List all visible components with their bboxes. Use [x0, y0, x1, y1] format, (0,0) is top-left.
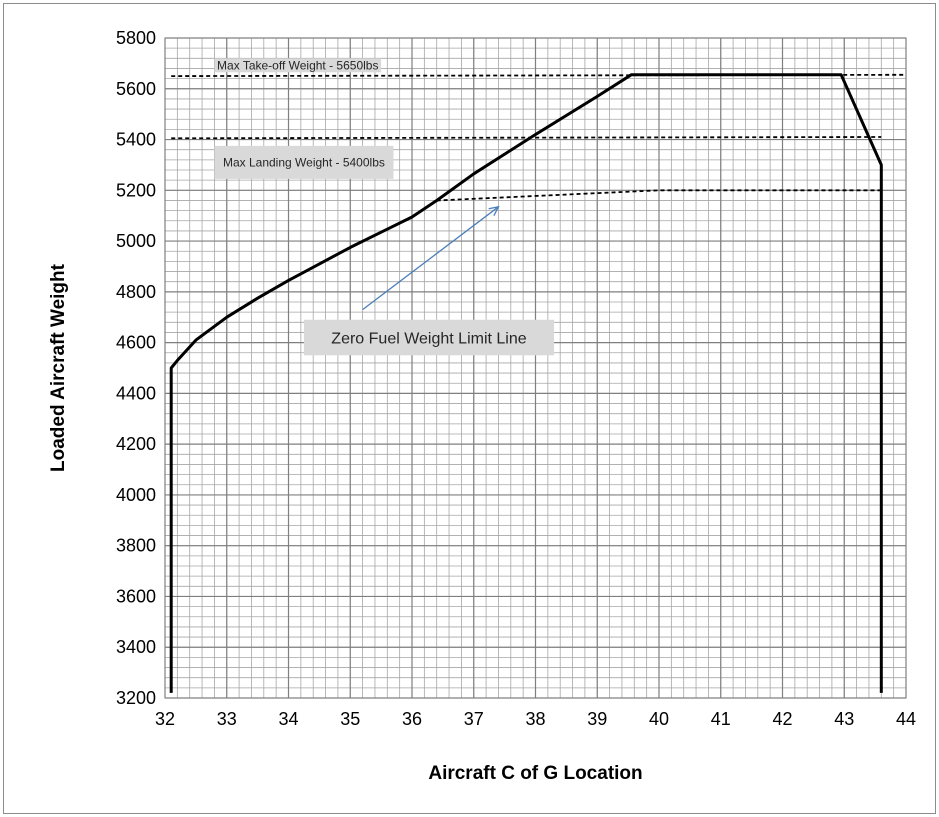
y-tick-label: 4800	[116, 282, 156, 302]
x-tick-label: 33	[217, 709, 237, 729]
y-tick-label: 5400	[116, 130, 156, 150]
y-tick-label: 3800	[116, 536, 156, 556]
y-tick-label: 4400	[116, 383, 156, 403]
x-tick-label: 39	[587, 709, 607, 729]
y-tick-label: 3200	[116, 688, 156, 708]
x-tick-label: 34	[278, 709, 298, 729]
x-tick-label: 40	[649, 709, 669, 729]
y-tick-label: 3600	[116, 586, 156, 606]
x-axis-title: Aircraft C of G Location	[428, 763, 642, 784]
arrow-layer	[362, 205, 500, 311]
annotation-label: Max Landing Weight - 5400lbs	[223, 155, 385, 169]
y-tick-labels: 3200 3400 3600 3800 4000 4200 4400 4600 4800 5000…	[116, 28, 156, 708]
y-tick-label: 5800	[116, 28, 156, 48]
x-tick-label: 36	[402, 709, 422, 729]
x-tick-label: 32	[155, 709, 175, 729]
y-tick-label: 3400	[116, 637, 156, 657]
annotation-boxes: Max Take-off Weight - 5650lbs Max Landing…	[214, 58, 555, 356]
annotation-box	[303, 319, 555, 356]
annotation-box	[214, 58, 382, 73]
plot-border	[164, 37, 907, 699]
y-tick-label: 4000	[116, 485, 156, 505]
y-tick-label: 4200	[116, 434, 156, 454]
x-tick-label: 37	[464, 709, 484, 729]
annotation-label: Max Take-off Weight - 5650lbs	[217, 58, 378, 72]
arrow-head-icon	[488, 205, 500, 217]
annotation-label: Zero Fuel Weight Limit Line	[331, 331, 526, 348]
x-tick-label: 41	[711, 709, 731, 729]
x-tick-label: 42	[772, 709, 792, 729]
y-tick-label: 5200	[116, 180, 156, 200]
cg-envelope-line	[169, 73, 883, 693]
y-tick-label: 4600	[116, 333, 156, 353]
dashed-limit-line	[171, 73, 907, 77]
arrow-shaft	[362, 206, 499, 311]
y-tick-label: 5600	[116, 79, 156, 99]
annotation-box	[214, 145, 394, 179]
x-tick-label: 43	[834, 709, 854, 729]
x-tick-label: 38	[525, 709, 545, 729]
x-tick-label: 35	[340, 709, 360, 729]
y-axis-title: Loaded Aircraft Weight	[48, 263, 69, 472]
dashed-limit-line	[171, 136, 882, 140]
x-tick-labels: 32 33 34 35 36 37 38 39 40 41 42 43 44	[155, 709, 916, 729]
series-layer	[169, 73, 907, 693]
y-tick-label: 5000	[116, 231, 156, 251]
x-tick-label: 44	[896, 709, 916, 729]
chart-frame	[3, 3, 936, 814]
